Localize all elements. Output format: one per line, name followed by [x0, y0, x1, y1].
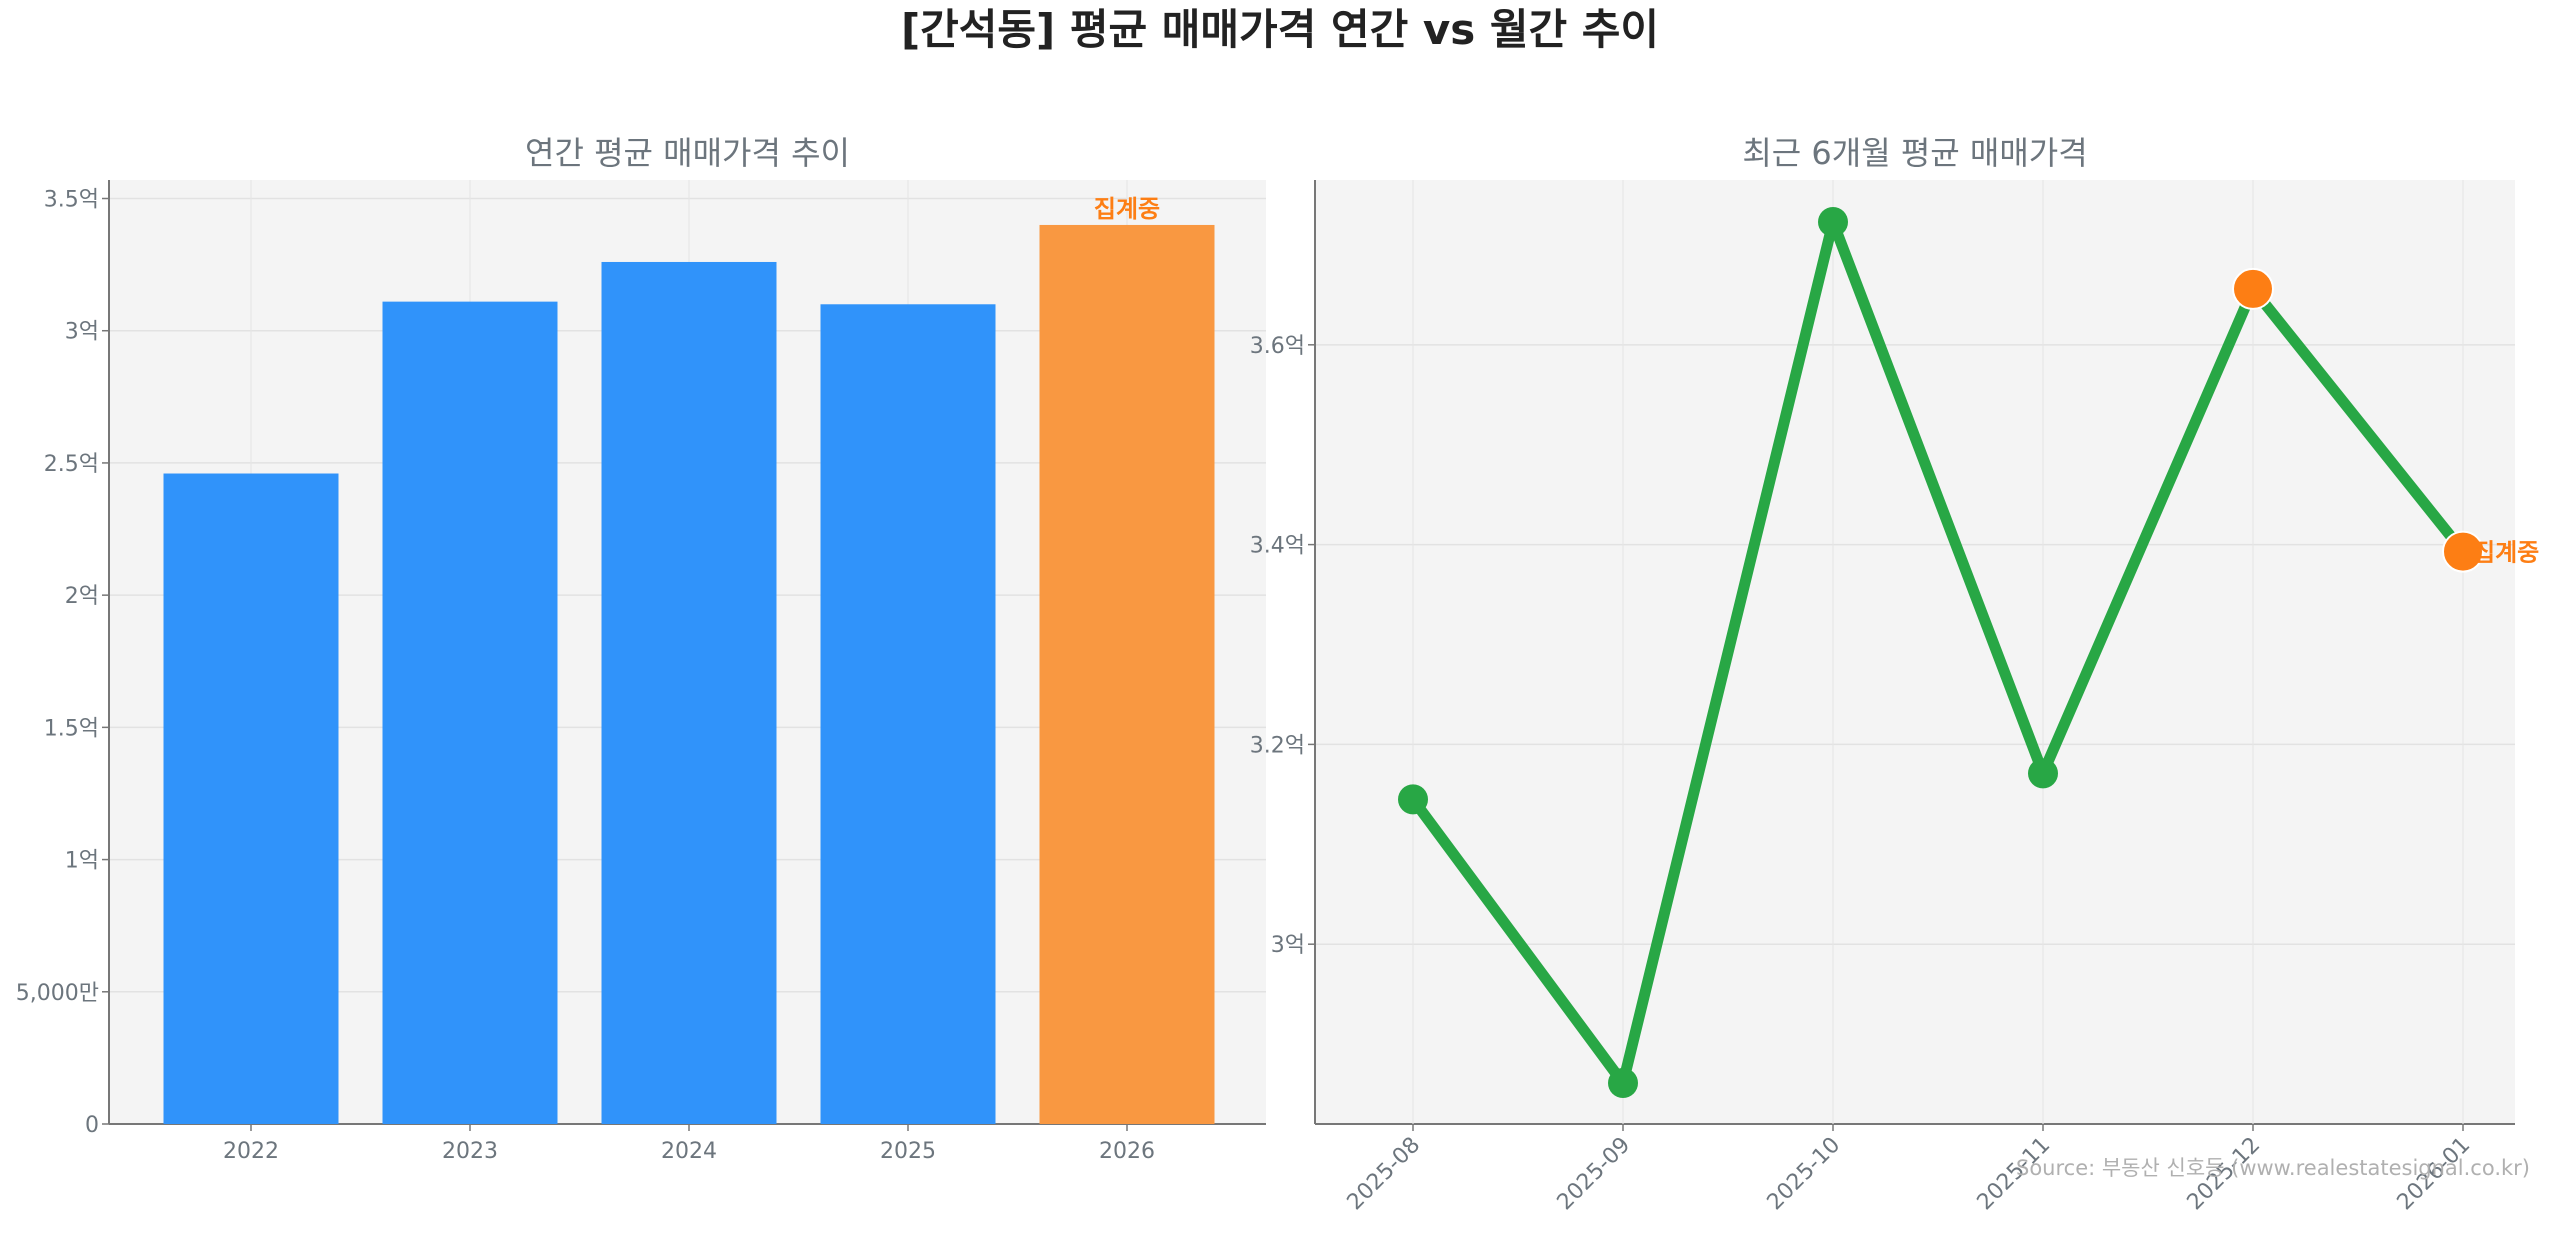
x-tick-label: 2023	[442, 1139, 498, 1164]
y-tick-label: 5,000만	[16, 981, 99, 1006]
y-tick-label: 0	[85, 1113, 99, 1138]
source-note: Source: 부동산 신호등 (www.realestatesignal.co…	[2016, 1156, 2530, 1180]
data-point-2025-08	[1398, 784, 1428, 815]
x-tick-label: 2025-08	[1343, 1133, 1426, 1216]
y-tick-label: 3.4억	[1250, 534, 1305, 559]
series-line	[1408, 216, 2468, 1089]
y-tick-label: 3.2억	[1250, 733, 1305, 758]
y-tick-label: 1.5억	[44, 716, 99, 741]
data-point-2026-01	[2442, 530, 2484, 573]
monthly-line-chart: 3억 3.2억 3.4억 3.6억 최근 6개월 평균 매매가격 2025-08 2025-…	[1250, 134, 2539, 1215]
y-tick-label: 2억	[65, 584, 99, 609]
y-tick-label: 3.6억	[1250, 334, 1305, 359]
y-tick-label: 3억	[65, 320, 99, 345]
axes-background	[1315, 180, 2515, 1124]
data-point-2025-10	[1818, 206, 1848, 237]
x-tick-label: 2024	[661, 1139, 717, 1164]
data-point-2025-09	[1608, 1068, 1638, 1099]
bar-2026	[1039, 224, 1215, 1124]
x-tick-label: 2022	[223, 1139, 279, 1164]
y-tick-label: 3억	[1271, 933, 1305, 958]
y-tick-label: 2.5억	[44, 452, 99, 477]
subplot-title: 최근 6개월 평균 매매가격	[1742, 134, 2087, 172]
x-tick-label: 2025-10	[1763, 1133, 1846, 1216]
x-tick-label: 2025	[880, 1139, 936, 1164]
partial-annotation: 집계중	[1094, 195, 1160, 223]
x-tick-label: 2025-09	[1553, 1133, 1636, 1216]
bar-2023	[382, 301, 558, 1124]
y-tick-label: 3.5억	[44, 188, 99, 213]
y-tick-label: 1억	[65, 849, 99, 874]
data-point-2025-12	[2232, 267, 2274, 310]
subplot-title: 연간 평균 매매가격 추이	[525, 134, 850, 172]
bar-2024	[601, 261, 777, 1124]
data-point-2025-11	[2028, 758, 2058, 789]
bar-2022	[163, 473, 339, 1125]
figure-title: [간석동] 평균 매매가격 연간 vs 월간 추이	[901, 5, 1659, 54]
bar-2025	[820, 304, 996, 1124]
annual-bar-chart: 0 5,000만 1억 1.5억 2억 2.5억 3억 3.5억 연간 평균 매매가격 추이 20…	[16, 134, 1266, 1164]
x-tick-label: 2026	[1099, 1139, 1155, 1164]
partial-annotation: 집계중	[2473, 539, 2539, 567]
